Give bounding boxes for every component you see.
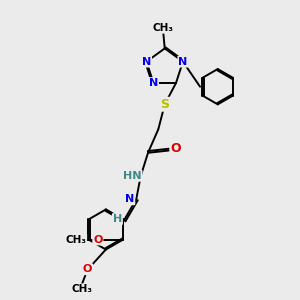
Text: S: S	[160, 98, 169, 111]
Text: O: O	[83, 264, 92, 274]
Text: N: N	[149, 78, 158, 88]
Text: CH₃: CH₃	[153, 23, 174, 33]
Text: CH₃: CH₃	[72, 284, 93, 294]
Text: N: N	[142, 57, 151, 67]
Text: CH₃: CH₃	[65, 235, 86, 244]
Text: N: N	[125, 194, 134, 204]
Text: H: H	[113, 214, 122, 224]
Text: N: N	[178, 57, 188, 67]
Text: O: O	[93, 235, 103, 244]
Text: O: O	[170, 142, 181, 155]
Text: HN: HN	[123, 171, 142, 181]
